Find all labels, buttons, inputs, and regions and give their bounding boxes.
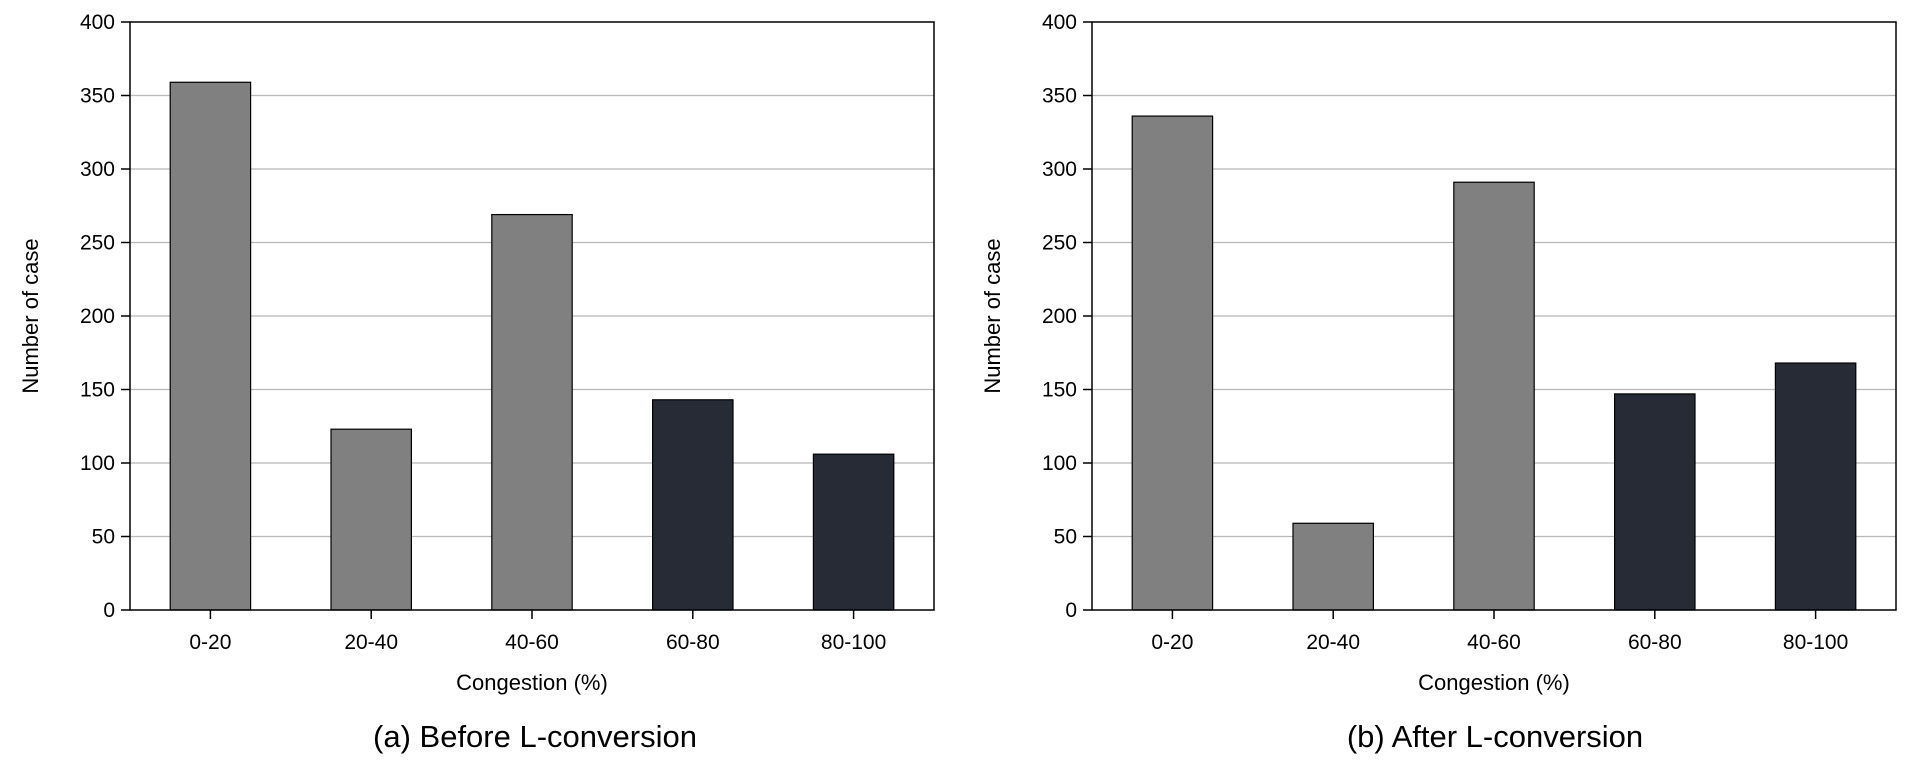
chart-caption: (a) Before L-conversion <box>373 719 697 754</box>
y-tick-label: 0 <box>1065 599 1077 622</box>
x-tick-label: 80-100 <box>1783 631 1848 654</box>
y-tick-label: 300 <box>1042 158 1077 181</box>
bar-0-20 <box>169 81 252 611</box>
x-tick-label: 0-20 <box>189 631 231 654</box>
y-tick-label: 250 <box>80 232 115 255</box>
y-tick-label: 350 <box>80 85 115 108</box>
y-tick-label: 200 <box>80 305 115 328</box>
y-axis-title: Number of case <box>18 238 43 393</box>
y-tick-label: 150 <box>80 379 115 402</box>
x-tick-label: 40-60 <box>1467 631 1521 654</box>
chart-before-l-conversion: 0 50 100 150 200 250 300 350 400 0-20 20-40 40-60 60… <box>18 11 935 754</box>
y-tick-label: 150 <box>1042 379 1077 402</box>
y-tick-label: 0 <box>103 599 115 622</box>
x-tick-label: 20-40 <box>1306 631 1360 654</box>
y-tick-label: 50 <box>92 526 115 549</box>
bar-20-40 <box>1292 522 1375 611</box>
bar-80-100 <box>1774 362 1857 611</box>
x-tick-label: 0-20 <box>1151 631 1193 654</box>
bar-20-40 <box>330 428 413 611</box>
bar-40-60 <box>491 213 573 611</box>
bar-80-100 <box>812 453 895 611</box>
y-tick-label: 100 <box>1042 452 1077 475</box>
y-tick-label: 50 <box>1054 526 1077 549</box>
y-tick-label: 250 <box>1042 232 1077 255</box>
bar-40-60 <box>1453 181 1535 611</box>
bar-0-20 <box>1131 115 1214 611</box>
x-axis-title: Congestion (%) <box>1418 670 1570 695</box>
chart-after-l-conversion: 0 50 100 150 200 250 300 350 400 0-20 20-40 40-60 60… <box>980 11 1897 754</box>
x-axis-title: Congestion (%) <box>456 670 608 695</box>
y-tick-label: 100 <box>80 452 115 475</box>
x-tick-label: 60-80 <box>1628 631 1682 654</box>
x-tick-label: 60-80 <box>666 631 720 654</box>
x-tick-label: 40-60 <box>505 631 559 654</box>
y-tick-label: 200 <box>1042 305 1077 328</box>
y-axis-title: Number of case <box>980 238 1005 393</box>
chart-caption: (b) After L-conversion <box>1347 719 1643 754</box>
bar-60-80 <box>1613 393 1696 611</box>
x-tick-label: 20-40 <box>344 631 398 654</box>
y-tick-label: 400 <box>80 11 115 34</box>
y-tick-label: 400 <box>1042 11 1077 34</box>
y-tick-label: 350 <box>1042 85 1077 108</box>
x-tick-label: 80-100 <box>821 631 886 654</box>
y-tick-label: 300 <box>80 158 115 181</box>
bar-60-80 <box>651 399 734 611</box>
